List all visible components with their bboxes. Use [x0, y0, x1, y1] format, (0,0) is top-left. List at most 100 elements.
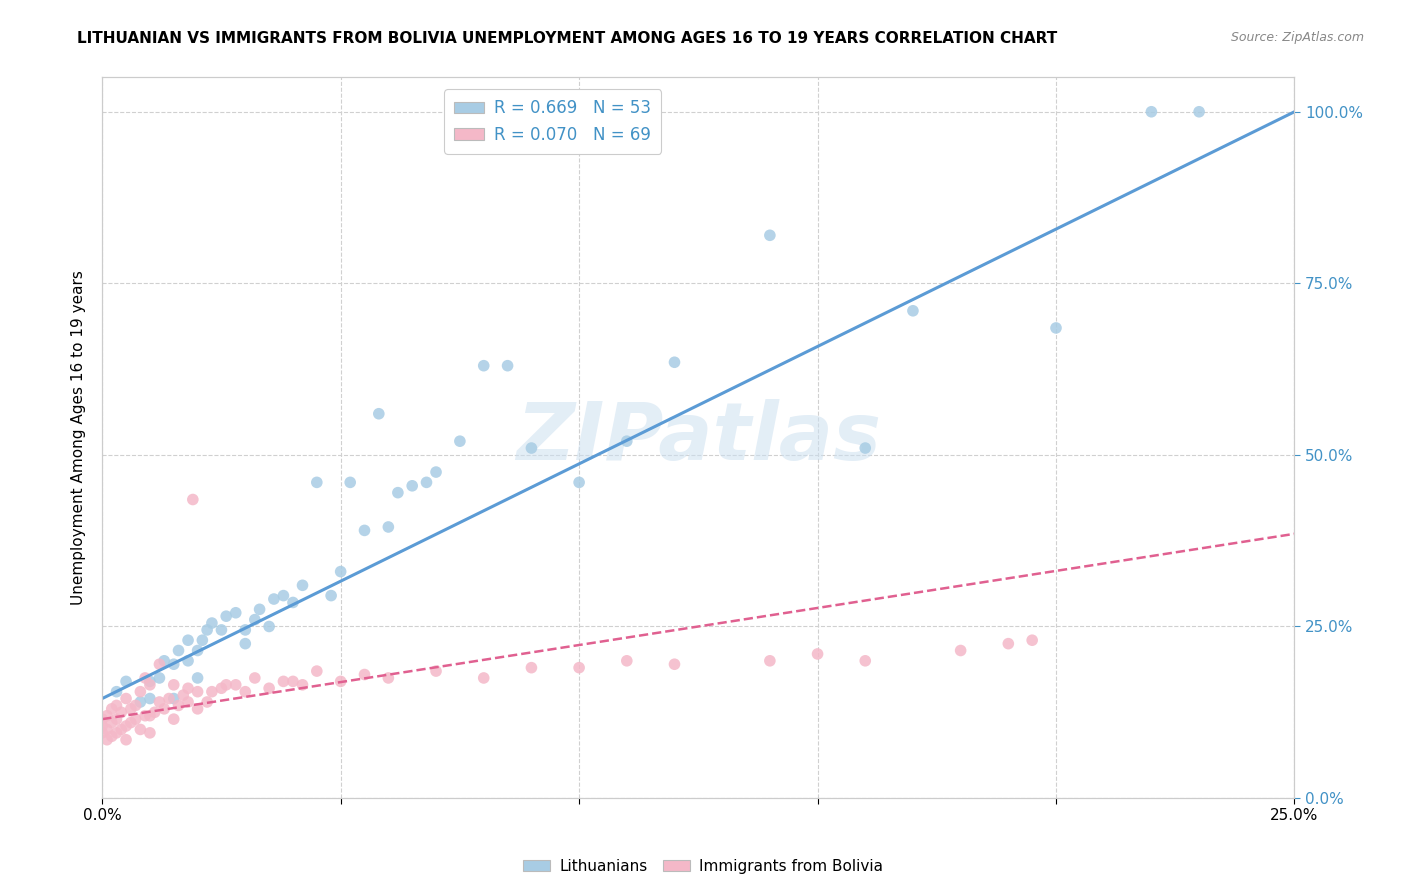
- Point: [759, 228, 782, 243]
- Point: [191, 633, 214, 648]
- Point: [853, 441, 876, 455]
- Point: [201, 615, 224, 630]
- Point: [187, 702, 209, 716]
- Point: [153, 702, 176, 716]
- Point: [759, 654, 782, 668]
- Point: [139, 674, 162, 689]
- Point: [901, 303, 924, 318]
- Point: [100, 715, 122, 730]
- Point: [134, 708, 156, 723]
- Point: [329, 674, 352, 689]
- Point: [187, 643, 209, 657]
- Point: [664, 657, 686, 672]
- Point: [105, 684, 128, 698]
- Point: [148, 657, 170, 672]
- Point: [949, 643, 972, 657]
- Point: [187, 684, 209, 698]
- Point: [664, 355, 686, 369]
- Point: [257, 619, 280, 633]
- Point: [215, 609, 238, 624]
- Point: [225, 678, 247, 692]
- Point: [1188, 104, 1211, 119]
- Point: [181, 492, 204, 507]
- Point: [105, 712, 128, 726]
- Point: [249, 602, 271, 616]
- Point: [568, 475, 591, 490]
- Point: [387, 485, 409, 500]
- Point: [997, 637, 1019, 651]
- Point: [291, 578, 314, 592]
- Point: [153, 654, 176, 668]
- Point: [148, 695, 170, 709]
- Point: [425, 465, 447, 479]
- Point: [367, 407, 389, 421]
- Point: [329, 565, 352, 579]
- Point: [472, 671, 495, 685]
- Point: [115, 719, 138, 733]
- Point: [163, 691, 186, 706]
- Point: [129, 684, 152, 698]
- Point: [353, 524, 375, 538]
- Point: [195, 623, 218, 637]
- Point: [143, 706, 166, 720]
- Point: [120, 715, 142, 730]
- Point: [139, 708, 162, 723]
- Point: [425, 664, 447, 678]
- Point: [96, 723, 118, 737]
- Point: [305, 664, 328, 678]
- Point: [148, 671, 170, 685]
- Point: [568, 661, 591, 675]
- Point: [163, 712, 186, 726]
- Point: [263, 592, 285, 607]
- Point: [115, 732, 138, 747]
- Point: [353, 667, 375, 681]
- Point: [273, 674, 295, 689]
- Point: [243, 671, 266, 685]
- Point: [195, 695, 218, 709]
- Point: [616, 654, 638, 668]
- Point: [163, 657, 186, 672]
- Point: [305, 475, 328, 490]
- Point: [233, 637, 256, 651]
- Point: [209, 681, 232, 696]
- Point: [91, 719, 114, 733]
- Point: [201, 684, 224, 698]
- Point: [100, 702, 122, 716]
- Point: [496, 359, 519, 373]
- Point: [157, 691, 180, 706]
- Point: [129, 695, 152, 709]
- Point: [225, 606, 247, 620]
- Point: [110, 706, 132, 720]
- Point: [91, 726, 114, 740]
- Point: [401, 479, 423, 493]
- Point: [134, 671, 156, 685]
- Point: [96, 732, 118, 747]
- Point: [115, 674, 138, 689]
- Point: [281, 674, 304, 689]
- Point: [110, 723, 132, 737]
- Point: [177, 695, 200, 709]
- Point: [1021, 633, 1043, 648]
- Legend: Lithuanians, Immigrants from Bolivia: Lithuanians, Immigrants from Bolivia: [516, 853, 890, 880]
- Point: [377, 671, 399, 685]
- Point: [177, 654, 200, 668]
- Point: [281, 595, 304, 609]
- Point: [853, 654, 876, 668]
- Point: [273, 589, 295, 603]
- Point: [124, 712, 146, 726]
- Point: [415, 475, 437, 490]
- Point: [520, 441, 543, 455]
- Point: [91, 712, 114, 726]
- Point: [321, 589, 343, 603]
- Point: [167, 698, 190, 713]
- Point: [233, 684, 256, 698]
- Point: [377, 520, 399, 534]
- Point: [806, 647, 828, 661]
- Point: [1045, 321, 1067, 335]
- Point: [139, 726, 162, 740]
- Point: [105, 698, 128, 713]
- Point: [96, 708, 118, 723]
- Point: [291, 678, 314, 692]
- Point: [215, 678, 238, 692]
- Point: [177, 681, 200, 696]
